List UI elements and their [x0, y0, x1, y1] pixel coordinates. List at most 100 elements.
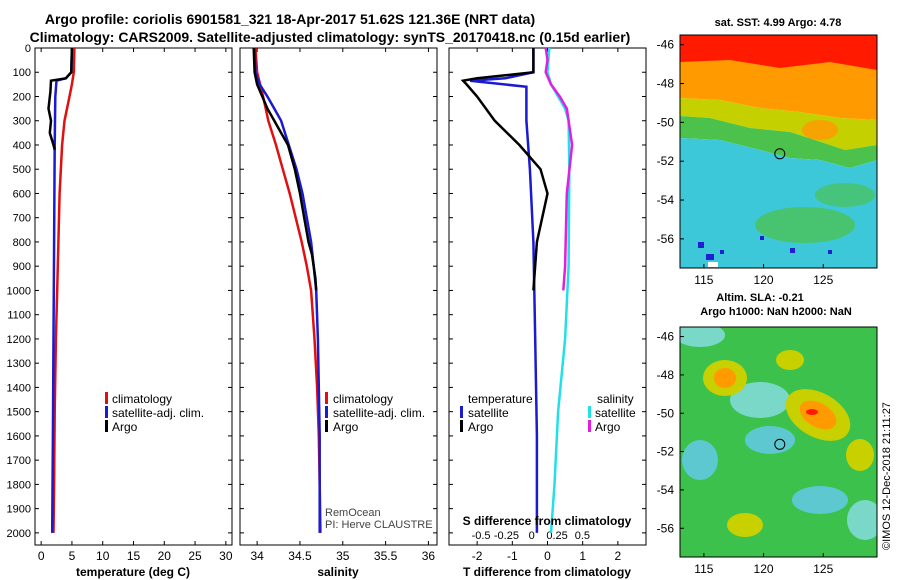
- sst-map-frame: [679, 34, 878, 269]
- sla-cyan-blob: [745, 426, 795, 454]
- depth-tick-label: 1200: [7, 334, 31, 346]
- sst-green-patch: [755, 207, 855, 243]
- depth-tick-label: 1500: [7, 407, 31, 419]
- s-diff-tick-label: -0.25: [494, 530, 519, 542]
- x-tick-label: 36: [422, 549, 436, 563]
- legend-climatology-label: climatology: [112, 392, 172, 406]
- map-lat-label: -48: [657, 77, 675, 91]
- depth-tick-label: 500: [13, 164, 31, 176]
- legend-temperature-header: temperature: [468, 392, 533, 406]
- legend-temp-argo-label: Argo: [468, 420, 494, 434]
- map-lon-label: 120: [754, 562, 774, 576]
- map-lat-label: -54: [657, 483, 675, 497]
- x-tick-label: 20: [158, 549, 172, 563]
- sla-yellow-blob: [846, 439, 874, 471]
- legend-sal-argo-swatch: [588, 420, 591, 432]
- temperature-legend: climatology satellite-adj. clim. Argo: [105, 392, 204, 434]
- sst-land-mask: [790, 248, 795, 253]
- map-lat-label: -48: [657, 368, 675, 382]
- sla-red-core: [806, 409, 818, 415]
- map-lat-label: -56: [657, 521, 675, 535]
- sla-map-subtitle: Argo h1000: NaN h2000: NaN: [700, 306, 852, 318]
- pi-annotation: PI: Herve CLAUSTRE: [325, 519, 433, 531]
- series-line-temperature-argo: [460, 48, 549, 291]
- x-tick-label: 34.5: [288, 549, 312, 563]
- x-tick-label: -2: [472, 549, 483, 563]
- depth-tick-label: 1800: [7, 479, 31, 491]
- x-tick-label: 10: [96, 549, 110, 563]
- salinity-x-label: salinity: [317, 565, 359, 579]
- x-tick-label: 34: [250, 549, 264, 563]
- s-diff-tick-label: 0.5: [575, 530, 590, 542]
- salinity-panel: 34 34.5 35 35.5 36 climatology satellite-adj…: [239, 47, 438, 579]
- legend-argo-swatch: [325, 420, 328, 432]
- sla-cyan-blob: [792, 486, 848, 514]
- sla-heatmap: [680, 327, 877, 557]
- series-line-argo: [47, 47, 74, 151]
- sla-profile-marker: [774, 438, 786, 450]
- depth-tick-label: 100: [13, 67, 31, 79]
- s-diff-tick-label: 0: [529, 530, 535, 542]
- sst-band-orange: [680, 60, 877, 120]
- s-diff-tick-label: -0.5: [472, 530, 491, 542]
- s-diff-tick-label: 0.25: [546, 530, 567, 542]
- map-lon-label: 125: [813, 273, 833, 287]
- series-line-satellite-adj-clim-: [253, 47, 321, 533]
- series-line-argo: [252, 47, 318, 291]
- sst-map-title: sat. SST: 4.99 Argo: 4.78: [715, 17, 842, 29]
- map-lat-label: -52: [657, 154, 675, 168]
- sla-map-frame: [679, 326, 878, 558]
- legend-temp-satellite-swatch: [460, 406, 463, 418]
- map-lat-label: -46: [657, 38, 675, 52]
- difference-panel: -2 -1 0 1 2 -0.5 -0.25 0 0.25 0.5 temperature sat…: [448, 47, 647, 579]
- map-lon-label: 120: [754, 273, 774, 287]
- sst-land-mask: [706, 254, 714, 260]
- x-tick-label: 15: [127, 549, 141, 563]
- x-tick-label: 25: [188, 549, 202, 563]
- legend-satellite-label: satellite-adj. clim.: [112, 406, 204, 420]
- temperature-plot-frame: [34, 47, 233, 546]
- depth-tick-label: 800: [13, 237, 31, 249]
- depth-tick-label: 300: [13, 116, 31, 128]
- series-line-climatology: [52, 47, 76, 533]
- x-tick-label: 30: [219, 549, 233, 563]
- map-lat-label: -50: [657, 115, 675, 129]
- sla-cyan-blob: [730, 382, 790, 418]
- sst-land-mask: [760, 236, 764, 240]
- depth-tick-label: 1000: [7, 285, 31, 297]
- remocean-annotation: RemOcean: [325, 507, 381, 519]
- map-lon-label: 115: [694, 273, 713, 287]
- salinity-legend: climatology satellite-adj. clim. Argo: [325, 392, 425, 434]
- legend-climatology-swatch: [325, 392, 328, 404]
- sst-land-mask: [698, 242, 704, 248]
- depth-tick-label: 400: [13, 140, 31, 152]
- sla-orange-blob: [799, 400, 837, 430]
- map-lat-label: -52: [657, 445, 675, 459]
- map-lat-label: -54: [657, 193, 675, 207]
- x-tick-label: 35.5: [374, 549, 398, 563]
- legend-sal-satellite-swatch: [588, 406, 591, 418]
- legend-argo-label: Argo: [112, 420, 138, 434]
- depth-tick-label: 1700: [7, 455, 31, 467]
- series-line-temperature-satellite: [469, 48, 539, 533]
- salinity-plot-frame: [239, 47, 438, 546]
- sst-map-panel: sat. SST: 4.99 Argo: 4.78 115 120 125 -46 -4…: [657, 17, 878, 287]
- depth-tick-label: 200: [13, 91, 31, 103]
- sst-land-mask: [828, 250, 832, 254]
- depth-tick-label: 900: [13, 261, 31, 273]
- depth-tick-label: 600: [13, 188, 31, 200]
- x-tick-label: 0: [38, 549, 45, 563]
- map-lat-label: -46: [657, 330, 675, 344]
- sst-orange-patch: [802, 120, 838, 140]
- map-lat-label: -56: [657, 232, 675, 246]
- depth-tick-label: 1900: [7, 504, 31, 516]
- map-lat-label: -50: [657, 406, 675, 420]
- sla-cyan-blob: [682, 440, 718, 480]
- depth-tick-label: 1300: [7, 358, 31, 370]
- figure-title-line1: Argo profile: coriolis 6901581_321 18-Ap…: [45, 11, 535, 27]
- legend-satellite-label: satellite-adj. clim.: [333, 406, 425, 420]
- series-line-climatology: [254, 47, 322, 533]
- depth-tick-label: 1600: [7, 431, 31, 443]
- sst-band-green: [680, 116, 877, 168]
- map-lon-label: 125: [813, 562, 833, 576]
